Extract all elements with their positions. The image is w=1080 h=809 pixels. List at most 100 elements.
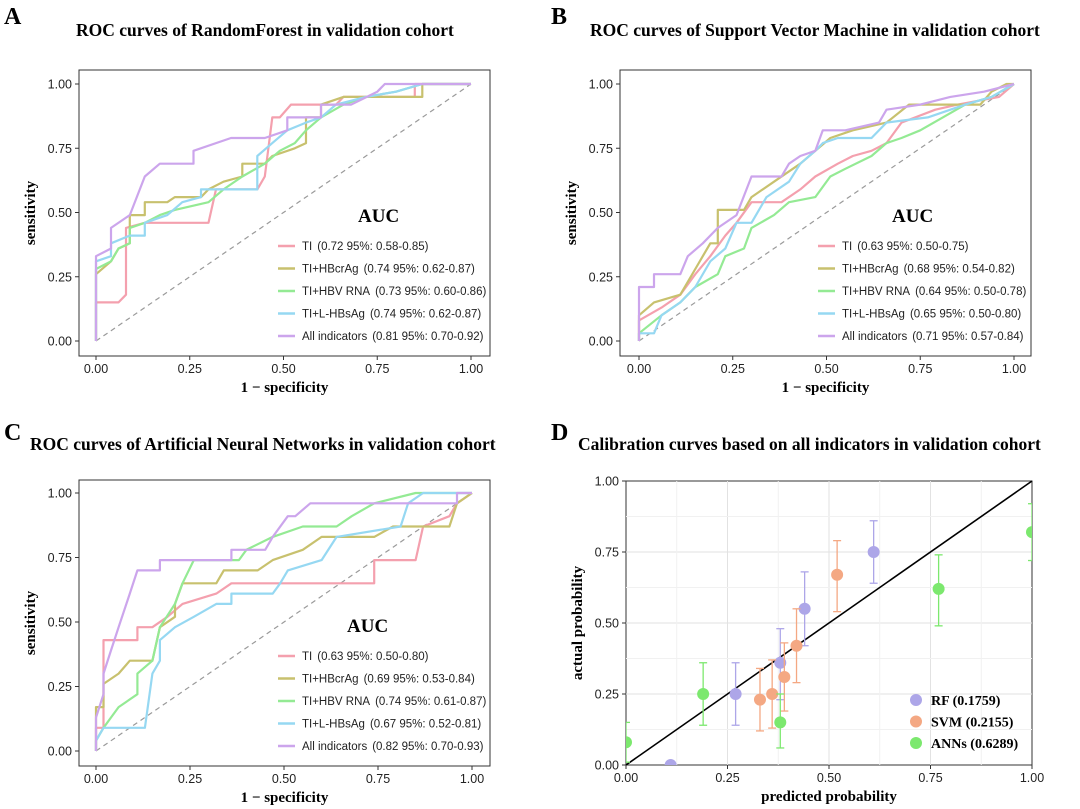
legend-label: ANNs (0.6289) bbox=[931, 737, 1018, 752]
legend-series-name: TI+HBV RNA bbox=[302, 696, 370, 708]
legend-series-name: TI+HBV RNA bbox=[302, 286, 370, 298]
legend-label: TI+HBV RNA (0.64 95%: 0.50-0.78) bbox=[842, 286, 1026, 298]
legend-auc-value: (0.69 95%: 0.53-0.84) bbox=[364, 674, 475, 686]
calibration-points bbox=[626, 503, 1032, 765]
x-tick-label: 0.00 bbox=[614, 771, 638, 785]
roc-curve-ti-l-hbsag bbox=[637, 83, 1015, 341]
legend-auc-value: (0.65 95%: 0.50-0.80) bbox=[910, 309, 1021, 321]
calibration-point-rf bbox=[867, 546, 880, 558]
y-tick-label: 1.00 bbox=[48, 487, 72, 501]
legend-auc-value: (0.81 95%: 0.70-0.92) bbox=[372, 331, 483, 343]
legend-label: TI+HBcrAg (0.68 95%: 0.54-0.82) bbox=[842, 264, 1015, 276]
y-tick-label: 0.00 bbox=[48, 745, 72, 759]
legend-label: TI (0.63 95%: 0.50-0.75) bbox=[842, 241, 969, 253]
legend-label: TI (0.63 95%: 0.50-0.80) bbox=[302, 651, 429, 663]
y-tick-label: 0.50 bbox=[48, 616, 72, 630]
legend-series-name: TI+HBcrAg bbox=[842, 264, 899, 276]
roc-curve-ti-l-hbsag bbox=[94, 82, 471, 341]
y-tick-label: 0.50 bbox=[48, 206, 72, 220]
panel-title: ROC curves of Artificial Neural Networks… bbox=[30, 434, 496, 454]
y-tick-label: 0.50 bbox=[589, 206, 613, 220]
x-tick-label: 0.25 bbox=[178, 772, 202, 786]
x-tick-label: 1.00 bbox=[460, 772, 484, 786]
ideal-calibration-line bbox=[625, 480, 1033, 766]
y-tick-label: 0.25 bbox=[48, 270, 72, 284]
legend-label: All indicators (0.82 95%: 0.70-0.93) bbox=[302, 741, 484, 753]
calibration-point-anns bbox=[697, 688, 710, 700]
legend-key bbox=[910, 715, 922, 728]
roc-curve-all-indicators bbox=[637, 82, 1015, 341]
x-tick-label: 1.00 bbox=[459, 362, 483, 376]
legend-label: All indicators (0.81 95%: 0.70-0.92) bbox=[302, 331, 484, 343]
legend-series-name: TI+L-HBsAg bbox=[842, 309, 905, 321]
roc-curve-ti-hbcrag bbox=[94, 492, 473, 751]
x-tick-label: 0.00 bbox=[84, 772, 108, 786]
calibration-point-anns bbox=[932, 582, 945, 595]
x-tick-label: 0.75 bbox=[366, 772, 390, 786]
legend-auc-value: (0.63 95%: 0.50-0.80) bbox=[317, 651, 428, 663]
legend-auc-value: (0.68 95%: 0.54-0.82) bbox=[904, 264, 1015, 276]
calibration-point-svm bbox=[790, 639, 803, 652]
legend-auc-value: (0.67 95%: 0.52-0.81) bbox=[370, 719, 481, 731]
legend-series-name: All indicators bbox=[302, 331, 367, 343]
legend-label: TI+HBV RNA (0.73 95%: 0.60-0.86) bbox=[302, 286, 486, 298]
legend-series-name: TI bbox=[302, 651, 312, 663]
x-tick-label: 0.25 bbox=[721, 362, 745, 376]
x-axis-title: 1 − specificity bbox=[782, 380, 870, 396]
y-tick-label: 1.00 bbox=[595, 475, 619, 489]
calibration-point-svm bbox=[831, 568, 844, 581]
x-tick-label: 0.75 bbox=[365, 362, 389, 376]
x-axis-title: predicted probability bbox=[761, 789, 897, 805]
legend-series-name: TI+L-HBsAg bbox=[302, 719, 365, 731]
legend-auc-value: (0.63 95%: 0.50-0.75) bbox=[857, 241, 968, 253]
calibration-point-anns bbox=[774, 716, 787, 729]
legend-auc-value: (0.74 95%: 0.62-0.87) bbox=[370, 309, 481, 321]
panel-a: A ROC curves of RandomForest in validatio… bbox=[4, 4, 491, 396]
y-tick-label: 0.00 bbox=[595, 759, 619, 773]
x-tick-label: 1.00 bbox=[1020, 771, 1044, 785]
y-tick-label: 0.25 bbox=[48, 680, 72, 694]
legend-series-name: TI+HBcrAg bbox=[302, 264, 359, 276]
legend-auc-value: (0.74 95%: 0.62-0.87) bbox=[364, 264, 475, 276]
chance-diagonal bbox=[638, 83, 1015, 342]
x-tick-label: 0.75 bbox=[918, 771, 942, 785]
roc-curve-ti-hbcrag bbox=[637, 82, 1014, 341]
y-tick-label: 0.75 bbox=[589, 142, 613, 156]
x-tick-label: 0.00 bbox=[84, 362, 108, 376]
x-tick-label: 0.25 bbox=[178, 362, 202, 376]
x-axis-title: 1 − specificity bbox=[241, 790, 329, 806]
panel-letter: A bbox=[4, 4, 22, 30]
legend-auc-value: (0.71 95%: 0.57-0.84) bbox=[912, 331, 1023, 343]
y-axis-title: sensitivity bbox=[23, 180, 39, 245]
panel-title: ROC curves of Support Vector Machine in … bbox=[590, 20, 1040, 40]
x-tick-label: 0.00 bbox=[627, 362, 651, 376]
y-axis-title: actual probability bbox=[570, 565, 586, 680]
y-tick-label: 0.75 bbox=[595, 546, 619, 560]
legend-series-name: TI bbox=[302, 241, 312, 253]
legend-label: TI+HBcrAg (0.74 95%: 0.62-0.87) bbox=[302, 264, 475, 276]
panel-letter: D bbox=[551, 420, 568, 446]
legend-label: TI+L-HBsAg (0.67 95%: 0.52-0.81) bbox=[302, 719, 481, 731]
x-axis-title: 1 − specificity bbox=[241, 380, 329, 396]
calibration-point-anns bbox=[1026, 526, 1032, 539]
x-tick-label: 0.50 bbox=[814, 362, 838, 376]
legend-label: TI+HBcrAg (0.69 95%: 0.53-0.84) bbox=[302, 674, 475, 686]
legend-series-name: TI+HBV RNA bbox=[842, 286, 910, 298]
legend-key bbox=[910, 737, 922, 749]
panel-letter: B bbox=[551, 4, 567, 30]
legend-label: SVM (0.2155) bbox=[931, 716, 1014, 731]
x-tick-label: 0.50 bbox=[817, 771, 841, 785]
legend-label: All indicators (0.71 95%: 0.57-0.84) bbox=[842, 331, 1024, 343]
roc-curve-all-indicators bbox=[94, 82, 471, 341]
y-axis-title: sensitivity bbox=[23, 590, 39, 655]
legend-auc-value: (0.73 95%: 0.60-0.86) bbox=[375, 286, 486, 298]
legend-series-name: TI bbox=[842, 241, 852, 253]
legend-key bbox=[910, 694, 922, 706]
x-tick-label: 0.50 bbox=[272, 772, 296, 786]
panel-b: B ROC curves of Support Vector Machine in… bbox=[551, 4, 1040, 396]
calibration-point-anns bbox=[626, 736, 632, 749]
legend-auc-value: (0.64 95%: 0.50-0.78) bbox=[915, 286, 1026, 298]
calibration-point-svm bbox=[778, 670, 791, 683]
legend-auc-value: (0.82 95%: 0.70-0.93) bbox=[372, 741, 483, 753]
